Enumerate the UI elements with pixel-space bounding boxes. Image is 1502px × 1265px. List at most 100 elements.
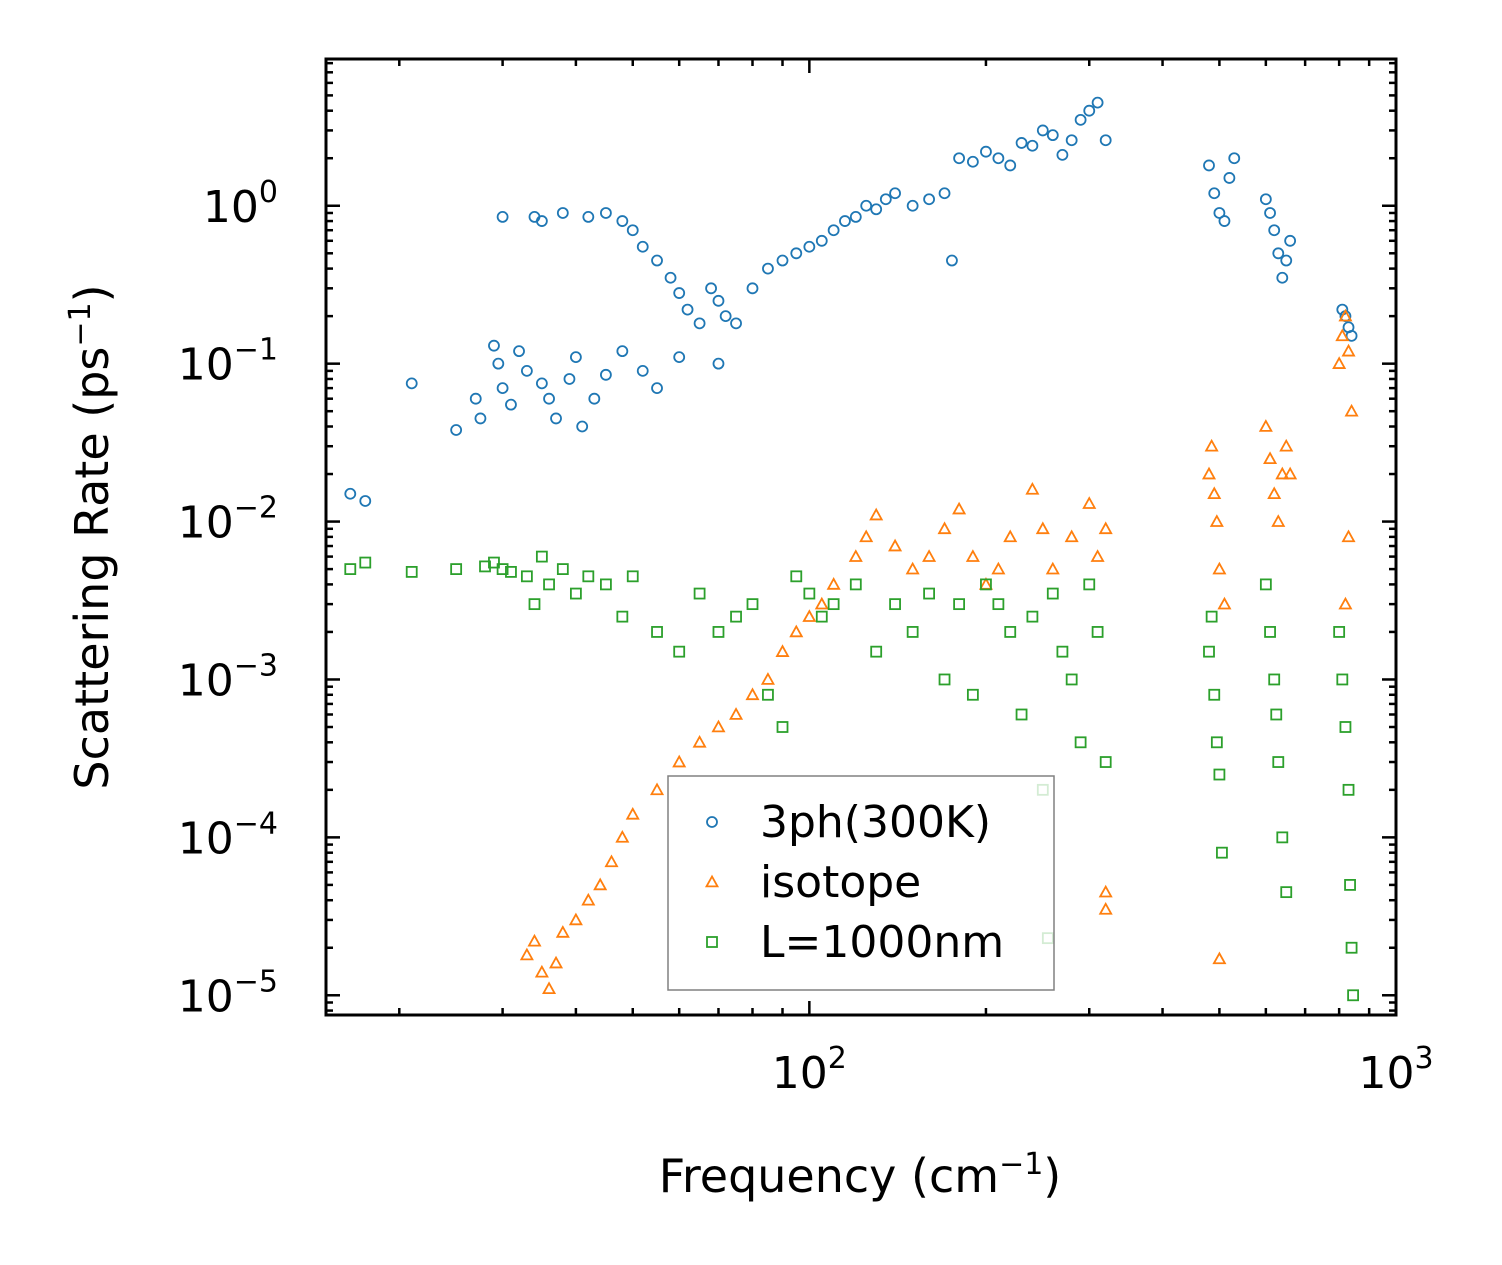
square-point	[616, 610, 629, 623]
circle-point	[681, 303, 694, 316]
circle-point	[520, 364, 533, 377]
square-point	[651, 626, 663, 638]
triangle-point	[888, 538, 903, 552]
square-point	[1004, 626, 1017, 638]
circle-point	[626, 224, 639, 237]
circle-point	[556, 207, 569, 219]
circle-point	[673, 351, 686, 364]
y-axis-label-exp: −1	[63, 302, 98, 346]
y-tick-label: 10−2	[178, 491, 278, 549]
circle-point	[1218, 215, 1231, 227]
square-point	[1203, 645, 1215, 658]
square-point	[803, 587, 816, 600]
triangle-point	[1003, 529, 1018, 543]
circle-point	[923, 193, 935, 206]
circle-point	[946, 254, 958, 267]
square-point	[1264, 626, 1276, 638]
x-axis-label-close: )	[1043, 1149, 1061, 1203]
circle-point	[719, 310, 732, 323]
circle-point	[1264, 207, 1276, 219]
triangle-point	[826, 577, 841, 590]
circle-point	[1056, 148, 1069, 161]
circle-point	[569, 351, 582, 364]
square-point	[992, 598, 1005, 611]
square-point	[1268, 673, 1281, 686]
circle-point	[600, 207, 612, 219]
triangle-point	[1045, 561, 1060, 575]
triangle-point	[952, 501, 967, 515]
circle-point	[600, 368, 612, 381]
circle-point	[1284, 234, 1297, 247]
triangle-point	[1098, 521, 1113, 535]
circle-point	[588, 392, 601, 405]
circle-point	[712, 357, 725, 370]
square-point	[535, 550, 548, 563]
triangle-point	[1283, 466, 1298, 480]
circle-point	[839, 215, 851, 227]
legend-marker-square	[706, 936, 718, 948]
square-point	[543, 578, 555, 591]
circle-point	[616, 345, 629, 358]
circle-point	[664, 271, 677, 284]
square-point	[1276, 831, 1289, 844]
triangle-point	[604, 854, 619, 868]
x-axis-label-text: Frequency (cm	[659, 1149, 999, 1203]
triangle-point	[650, 782, 665, 796]
square-point	[1259, 578, 1272, 591]
circle-point	[1074, 113, 1087, 126]
circle-point	[359, 495, 372, 507]
y-tick-label: 10−1	[178, 333, 278, 391]
square-point	[1344, 879, 1356, 891]
square-point	[730, 610, 742, 623]
y-tick-label: 10−5	[178, 964, 278, 1022]
circle-point	[790, 247, 803, 260]
square-point	[1347, 989, 1359, 1002]
circle-point	[1036, 124, 1049, 137]
series-layer	[344, 96, 1359, 1002]
y-tick-label: 100	[203, 175, 278, 233]
square-point	[1342, 783, 1355, 796]
square-point	[1056, 645, 1069, 658]
circle-point	[513, 345, 525, 358]
triangle-point	[615, 830, 630, 843]
circle-point	[746, 282, 759, 295]
circle-point	[730, 317, 742, 330]
triangle-point	[1267, 486, 1282, 500]
triangle-point	[1082, 496, 1097, 509]
triangle-point	[1271, 514, 1286, 527]
circle-point	[953, 152, 966, 165]
triangle-point	[711, 719, 726, 733]
square-point	[1345, 941, 1358, 954]
circle-point	[651, 254, 663, 267]
square-point	[1280, 886, 1293, 899]
circle-point	[776, 254, 789, 267]
triangle-point	[555, 925, 570, 938]
square-point	[600, 578, 612, 591]
series-2	[519, 308, 1359, 995]
triangle-point	[1341, 529, 1356, 543]
legend-label: 3ph(300K)	[760, 797, 991, 848]
triangle-point	[534, 964, 549, 978]
square-point	[582, 570, 595, 583]
circle-point	[1280, 254, 1293, 267]
legend-entries: 3ph(300K) isotope L=1000nm	[704, 797, 1004, 968]
circle-point	[762, 262, 774, 275]
square-point	[528, 598, 541, 611]
square-point	[790, 570, 803, 583]
circle-point	[1228, 152, 1241, 165]
square-point	[827, 598, 840, 611]
circle-point	[651, 382, 663, 395]
circle-point	[860, 199, 873, 212]
x-tick-label: 102	[772, 1041, 847, 1099]
circle-point	[705, 282, 717, 295]
square-point	[496, 563, 509, 575]
triangle-point	[1064, 529, 1079, 543]
square-point	[1210, 736, 1223, 749]
legend-box	[667, 775, 1055, 991]
square-point	[1074, 736, 1087, 749]
circle-point	[1083, 104, 1096, 117]
circle-point	[344, 487, 357, 500]
triangle-point	[1338, 308, 1353, 322]
